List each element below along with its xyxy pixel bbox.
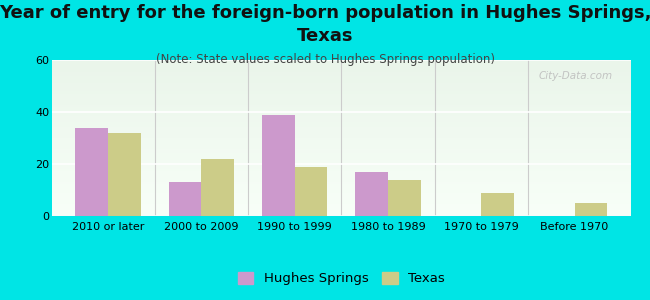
Bar [481, 193, 514, 216]
Legend: Hughes Springs, Texas: Hughes Springs, Texas [232, 266, 450, 290]
Text: (Note: State values scaled to Hughes Springs population): (Note: State values scaled to Hughes Spr… [155, 52, 495, 65]
Bar [108, 133, 140, 216]
Bar [294, 167, 327, 216]
Bar [388, 180, 421, 216]
Bar [202, 159, 234, 216]
Text: Year of entry for the foreign-born population in Hughes Springs,
Texas: Year of entry for the foreign-born popul… [0, 4, 650, 45]
Bar [168, 182, 202, 216]
Bar [262, 115, 294, 216]
Bar [356, 172, 388, 216]
Bar [75, 128, 108, 216]
Bar [575, 203, 607, 216]
Text: City-Data.com: City-Data.com [539, 71, 613, 81]
